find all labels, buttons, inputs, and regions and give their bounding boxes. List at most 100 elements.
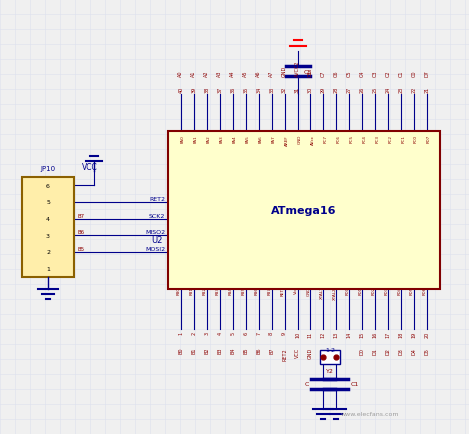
Text: 1: 1 xyxy=(325,347,329,352)
Text: 27: 27 xyxy=(347,86,352,93)
Text: 35: 35 xyxy=(243,86,248,93)
Text: PD0: PD0 xyxy=(345,286,349,295)
Text: B2: B2 xyxy=(204,347,209,354)
Text: D1: D1 xyxy=(373,347,378,354)
Text: 6: 6 xyxy=(46,184,50,188)
Text: 19: 19 xyxy=(412,331,416,337)
Text: C5: C5 xyxy=(347,70,352,77)
Text: PB2: PB2 xyxy=(203,286,207,294)
Text: AVCC2: AVCC2 xyxy=(295,60,300,77)
Text: PA0: PA0 xyxy=(181,135,185,142)
Text: C2: C2 xyxy=(386,70,391,77)
Text: A3: A3 xyxy=(217,70,222,77)
Text: 21: 21 xyxy=(424,86,430,93)
Text: B6: B6 xyxy=(77,230,84,235)
Text: 6: 6 xyxy=(243,331,248,334)
Text: www.elecfans.com: www.elecfans.com xyxy=(341,411,399,417)
Text: C8: C8 xyxy=(308,70,313,77)
Text: PC3: PC3 xyxy=(375,135,379,143)
Text: 17: 17 xyxy=(386,331,391,338)
Text: PC2: PC2 xyxy=(388,135,392,143)
Text: D7: D7 xyxy=(424,70,430,77)
Text: 9: 9 xyxy=(282,331,287,334)
Text: B6: B6 xyxy=(256,347,261,354)
Text: PD7: PD7 xyxy=(427,135,431,143)
Text: PD3: PD3 xyxy=(384,286,388,295)
Text: PA3: PA3 xyxy=(220,135,224,142)
Text: PA7: PA7 xyxy=(272,135,276,142)
Text: 1: 1 xyxy=(178,331,183,334)
Text: PA5: PA5 xyxy=(246,135,250,142)
Text: 20: 20 xyxy=(424,331,430,338)
Text: 10: 10 xyxy=(295,331,300,338)
Text: RET2: RET2 xyxy=(282,347,287,360)
Text: PD4: PD4 xyxy=(397,286,401,294)
Text: PA4: PA4 xyxy=(233,135,237,142)
Text: GND: GND xyxy=(282,66,287,77)
Text: PD1: PD1 xyxy=(358,286,362,294)
Text: C6: C6 xyxy=(334,70,339,77)
Text: B5: B5 xyxy=(77,247,84,251)
Text: 8: 8 xyxy=(269,331,274,334)
Text: 39: 39 xyxy=(191,87,197,93)
Text: B7: B7 xyxy=(269,347,274,354)
Text: B4: B4 xyxy=(230,347,235,354)
Text: 32: 32 xyxy=(282,86,287,93)
Text: A0: A0 xyxy=(178,70,183,77)
Text: AVcc: AVcc xyxy=(310,135,315,145)
Text: A6: A6 xyxy=(256,70,261,77)
Text: D0: D0 xyxy=(360,347,365,354)
Text: D2: D2 xyxy=(386,347,391,354)
Bar xyxy=(22,178,74,277)
Bar xyxy=(320,350,340,364)
Text: 16: 16 xyxy=(373,331,378,338)
Text: 13: 13 xyxy=(334,331,339,338)
Text: XTAL1: XTAL1 xyxy=(319,286,324,299)
Text: PB7: PB7 xyxy=(268,286,272,294)
Text: GND: GND xyxy=(297,135,302,144)
Text: PB5: PB5 xyxy=(242,286,246,294)
Text: PB0: PB0 xyxy=(177,286,181,294)
Text: B3: B3 xyxy=(217,347,222,354)
Text: MISO2: MISO2 xyxy=(145,230,165,235)
Text: 22: 22 xyxy=(412,86,416,93)
Text: A7: A7 xyxy=(269,70,274,77)
Text: 33: 33 xyxy=(269,86,274,93)
Text: 11: 11 xyxy=(308,331,313,338)
Text: 15: 15 xyxy=(360,331,365,338)
Text: 31: 31 xyxy=(295,86,300,93)
Text: Vcc: Vcc xyxy=(294,286,297,294)
Text: PD6: PD6 xyxy=(423,286,427,295)
Text: 1: 1 xyxy=(46,266,50,272)
Text: PA6: PA6 xyxy=(259,135,263,142)
Text: 37: 37 xyxy=(217,86,222,93)
Text: C7: C7 xyxy=(321,70,326,77)
Text: VCC: VCC xyxy=(82,163,98,171)
Text: RET-: RET- xyxy=(280,286,285,296)
Text: 2: 2 xyxy=(191,331,197,334)
Text: A5: A5 xyxy=(243,70,248,77)
Text: PC6: PC6 xyxy=(336,135,340,143)
Text: B1: B1 xyxy=(191,347,197,354)
Text: C: C xyxy=(305,381,310,387)
Text: 23: 23 xyxy=(399,86,404,93)
Text: PD5: PD5 xyxy=(410,286,414,295)
Text: PA1: PA1 xyxy=(194,135,198,142)
Text: PB3: PB3 xyxy=(216,286,220,294)
Text: A2: A2 xyxy=(204,70,209,77)
Text: PC1: PC1 xyxy=(401,135,405,142)
Text: AREF: AREF xyxy=(285,135,288,145)
Text: SCK2: SCK2 xyxy=(149,213,165,218)
Text: PB4: PB4 xyxy=(229,286,233,294)
Text: XTAL2: XTAL2 xyxy=(333,286,336,299)
Text: ATmega16: ATmega16 xyxy=(271,206,337,216)
Text: PC5: PC5 xyxy=(349,135,353,143)
Text: JP10: JP10 xyxy=(40,166,55,171)
Text: MOSI2: MOSI2 xyxy=(145,247,165,251)
Text: 5: 5 xyxy=(230,331,235,334)
Text: 7: 7 xyxy=(256,331,261,334)
Text: A4: A4 xyxy=(230,70,235,77)
Text: PA2: PA2 xyxy=(207,135,211,142)
Text: C1: C1 xyxy=(350,381,359,387)
Text: 3: 3 xyxy=(204,331,209,334)
